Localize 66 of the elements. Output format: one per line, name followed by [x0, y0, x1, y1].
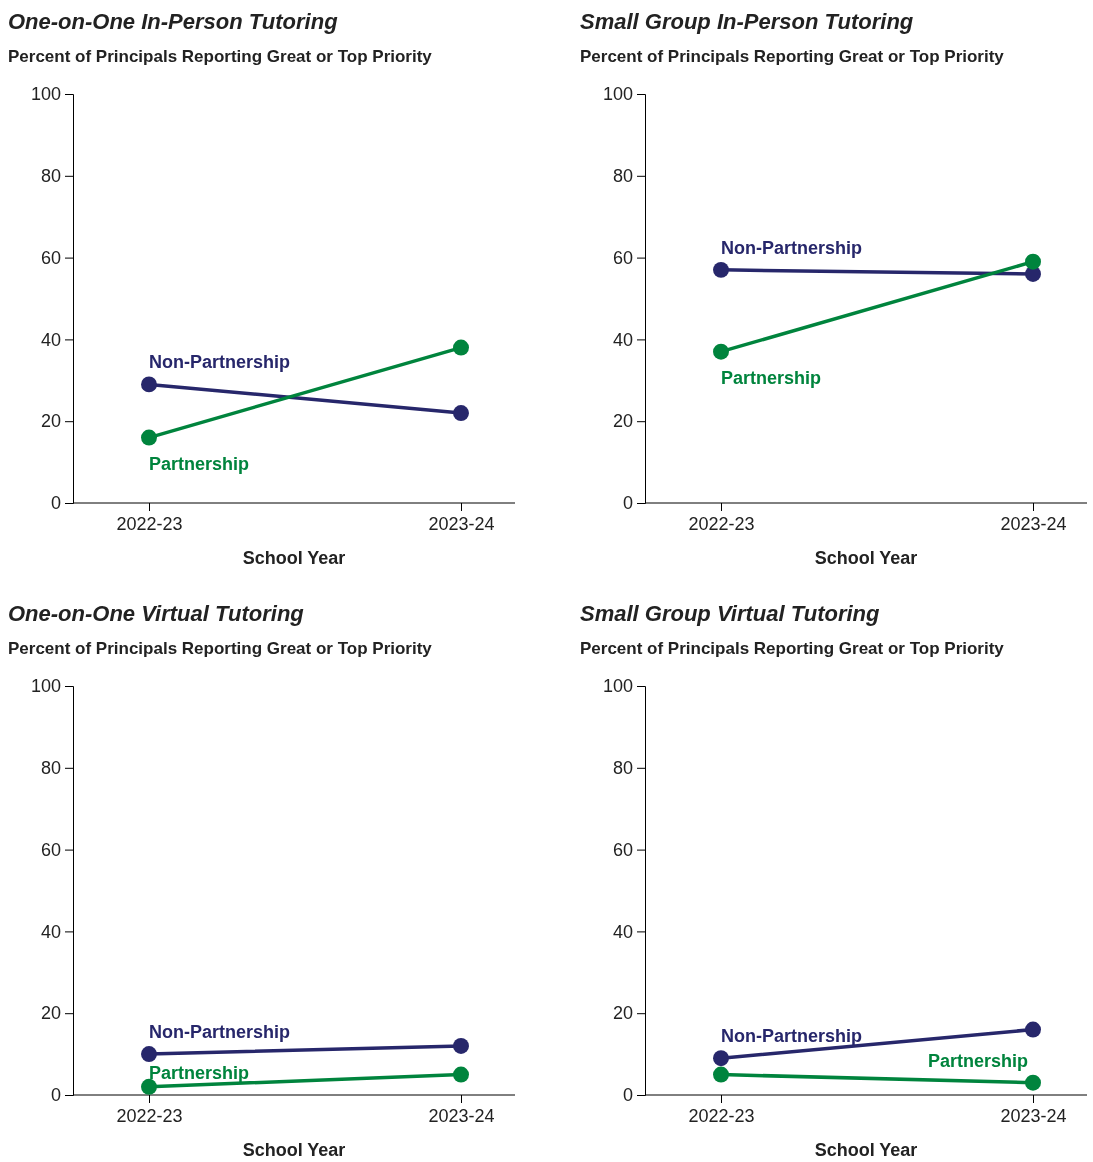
y-tick-label: 0	[622, 1085, 633, 1106]
point	[453, 1037, 469, 1054]
x-tick-label: 2022-23	[116, 513, 183, 534]
x-tick-label: 2022-23	[688, 513, 755, 534]
x-tick-label: 2023-24	[428, 513, 495, 534]
y-tick-label: 20	[40, 1003, 61, 1024]
chart-subtitle: Percent of Principals Reporting Great or Top Priority	[8, 639, 433, 658]
y-tick-label: 100	[30, 84, 61, 105]
x-tick-label: 2023-24	[1000, 513, 1067, 534]
point	[713, 343, 729, 360]
series-label: Non-Partnership	[721, 1026, 863, 1047]
x-axis-title: School Year	[242, 548, 346, 568]
y-tick-label: 80	[40, 166, 61, 187]
x-axis-title: School Year	[814, 1140, 918, 1160]
y-tick-label: 60	[40, 839, 61, 860]
y-tick-label: 80	[40, 758, 61, 779]
x-tick-label: 2023-24	[428, 1105, 495, 1126]
chart-subtitle: Percent of Principals Reporting Great or Top Priority	[8, 47, 433, 66]
y-tick-label: 100	[602, 676, 633, 697]
point	[713, 261, 729, 278]
x-axis-title: School Year	[242, 1140, 346, 1160]
series-label: Partnership	[721, 367, 822, 388]
chart-subtitle: Percent of Principals Reporting Great or Top Priority	[580, 639, 1005, 658]
y-tick-label: 60	[40, 247, 61, 268]
series-label: Non-Partnership	[149, 1022, 291, 1043]
y-tick-label: 80	[612, 758, 633, 779]
y-tick-label: 0	[50, 1085, 61, 1106]
point	[1025, 253, 1041, 270]
x-tick-label: 2023-24	[1000, 1105, 1067, 1126]
y-tick-label: 20	[612, 411, 633, 432]
y-tick-label: 0	[50, 493, 61, 514]
point	[453, 405, 469, 421]
y-tick-label: 80	[612, 166, 633, 187]
series-label: Non-Partnership	[149, 352, 291, 373]
point	[453, 1066, 469, 1083]
y-tick-label: 100	[30, 676, 61, 697]
chart-title: Small Group Virtual Tutoring	[580, 601, 881, 626]
chart-title: One-on-One In-Person Tutoring	[8, 9, 339, 34]
x-tick-label: 2022-23	[116, 1105, 183, 1126]
chart-title: Small Group In-Person Tutoring	[580, 9, 914, 34]
series-label: Partnership	[149, 453, 250, 474]
point	[1025, 1021, 1041, 1038]
point	[141, 429, 157, 446]
y-tick-label: 20	[40, 411, 61, 432]
point	[141, 1046, 157, 1063]
point	[1025, 1074, 1041, 1091]
y-tick-label: 20	[612, 1003, 633, 1024]
x-tick-label: 2022-23	[688, 1105, 755, 1126]
point	[453, 339, 469, 356]
y-tick-label: 100	[602, 84, 633, 105]
point	[141, 376, 157, 393]
point	[713, 1050, 729, 1067]
y-tick-label: 40	[40, 921, 61, 942]
y-tick-label: 40	[40, 329, 61, 350]
y-tick-label: 0	[622, 493, 633, 514]
x-axis-title: School Year	[814, 548, 918, 568]
series-label: Partnership	[149, 1062, 250, 1083]
y-tick-label: 60	[612, 247, 633, 268]
y-tick-label: 60	[612, 839, 633, 860]
chart-title: One-on-One Virtual Tutoring	[8, 601, 305, 626]
series-label: Non-Partnership	[721, 237, 863, 258]
series-label: Partnership	[928, 1050, 1029, 1071]
point	[713, 1066, 729, 1083]
y-tick-label: 40	[612, 329, 633, 350]
y-tick-label: 40	[612, 921, 633, 942]
chart-subtitle: Percent of Principals Reporting Great or Top Priority	[580, 47, 1005, 66]
